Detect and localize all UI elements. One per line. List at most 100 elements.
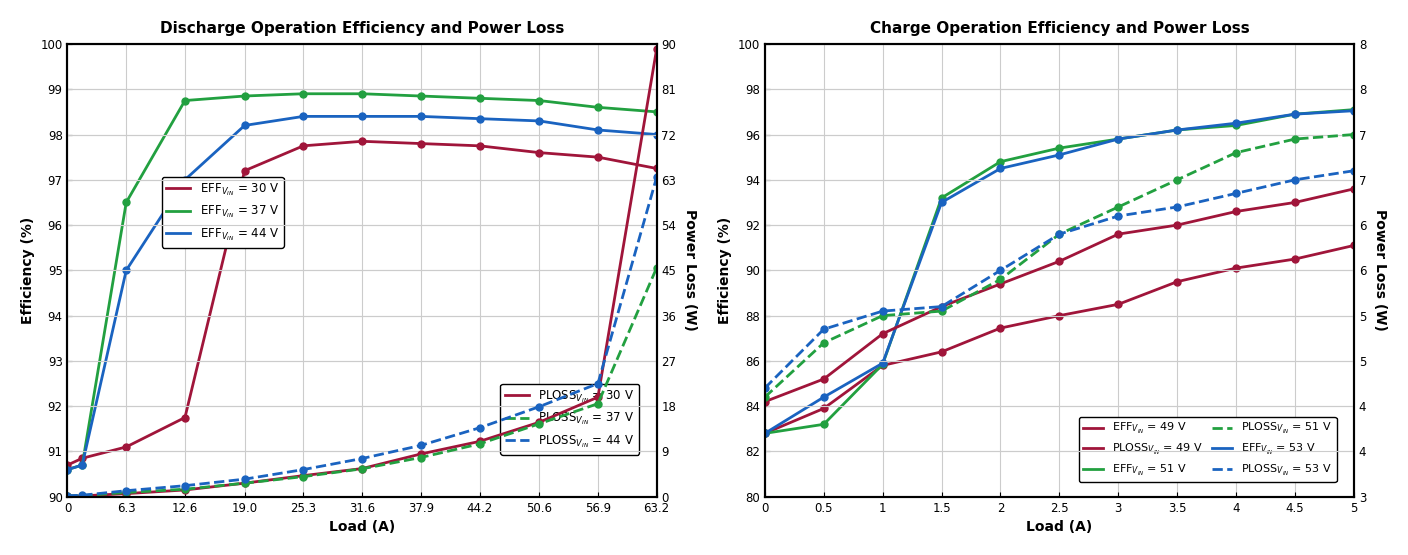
EFF$_{V_{IN}}$ = 37 V — [413, 93, 429, 99]
EFF$_{V_{IN}}$ = 53 V — [756, 430, 773, 437]
PLOSS$_{V_{IN}}$ = 53 V — [1169, 204, 1186, 210]
EFF$_{V_{IN}}$ = 44 V — [413, 113, 429, 120]
PLOSS$_{V_{IN}}$ = 37 V — [59, 493, 76, 500]
Line: PLOSS$_{V_{IN}}$ = 30 V: PLOSS$_{V_{IN}}$ = 30 V — [63, 46, 660, 500]
EFF$_{V_{IN}}$ = 30 V — [237, 168, 253, 174]
EFF$_{V_{IN}}$ = 30 V — [531, 149, 548, 156]
EFF$_{V_{IN}}$ = 49 V — [756, 430, 773, 437]
Line: EFF$_{V_{IN}}$ = 49 V: EFF$_{V_{IN}}$ = 49 V — [762, 242, 1357, 437]
EFF$_{V_{IN}}$ = 37 V — [590, 104, 607, 110]
PLOSS$_{V_{IN}}$ = 53 V — [1228, 190, 1245, 196]
EFF$_{V_{IN}}$ = 37 V — [353, 90, 370, 97]
PLOSS$_{V_{IN}}$ = 53 V — [756, 385, 773, 391]
PLOSS$_{V_{IN}}$ = 37 V — [118, 489, 135, 496]
EFF$_{V_{IN}}$ = 37 V — [237, 93, 253, 99]
EFF$_{V_{IN}}$ = 51 V — [934, 195, 950, 201]
EFF$_{V_{IN}}$ = 30 V — [413, 140, 429, 147]
PLOSS$_{V_{IN}}$ = 51 V — [815, 340, 832, 346]
EFF$_{V_{IN}}$ = 53 V — [1228, 120, 1245, 127]
Legend: PLOSS$_{V_{IN}}$ = 30 V, PLOSS$_{V_{IN}}$ = 37 V, PLOSS$_{V_{IN}}$ = 44 V: PLOSS$_{V_{IN}}$ = 30 V, PLOSS$_{V_{IN}}… — [500, 384, 639, 455]
PLOSS$_{V_{IN}}$ = 30 V — [590, 394, 607, 401]
PLOSS$_{V_{IN}}$ = 44 V — [413, 442, 429, 449]
PLOSS$_{V_{IN}}$ = 44 V — [472, 425, 489, 431]
PLOSS$_{V_{IN}}$ = 51 V — [756, 394, 773, 401]
PLOSS$_{V_{IN}}$ = 44 V — [118, 487, 135, 494]
PLOSS$_{V_{IN}}$ = 30 V — [294, 472, 311, 479]
EFF$_{V_{IN}}$ = 44 V — [176, 176, 193, 183]
EFF$_{V_{IN}}$ = 49 V — [1228, 265, 1245, 271]
PLOSS$_{V_{IN}}$ = 49 V — [1169, 222, 1186, 229]
EFF$_{V_{IN}}$ = 49 V — [874, 362, 891, 369]
EFF$_{V_{IN}}$ = 37 V — [472, 95, 489, 102]
EFF$_{V_{IN}}$ = 49 V — [1050, 312, 1067, 319]
EFF$_{V_{IN}}$ = 51 V — [993, 158, 1010, 165]
Line: PLOSS$_{V_{IN}}$ = 44 V: PLOSS$_{V_{IN}}$ = 44 V — [63, 174, 660, 499]
EFF$_{V_{IN}}$ = 44 V — [294, 113, 311, 120]
EFF$_{V_{IN}}$ = 30 V — [118, 443, 135, 450]
Y-axis label: Power Loss (W): Power Loss (W) — [1373, 209, 1387, 331]
EFF$_{V_{IN}}$ = 49 V — [993, 325, 1010, 331]
PLOSS$_{V_{IN}}$ = 30 V — [413, 451, 429, 457]
Line: EFF$_{V_{IN}}$ = 37 V: EFF$_{V_{IN}}$ = 37 V — [63, 90, 660, 473]
PLOSS$_{V_{IN}}$ = 51 V — [1346, 131, 1363, 138]
PLOSS$_{V_{IN}}$ = 49 V — [1346, 185, 1363, 192]
PLOSS$_{V_{IN}}$ = 53 V — [1110, 213, 1126, 219]
PLOSS$_{V_{IN}}$ = 49 V — [993, 281, 1010, 287]
EFF$_{V_{IN}}$ = 44 V — [648, 131, 665, 138]
PLOSS$_{V_{IN}}$ = 49 V — [934, 303, 950, 310]
Line: EFF$_{V_{IN}}$ = 44 V: EFF$_{V_{IN}}$ = 44 V — [63, 113, 660, 473]
PLOSS$_{V_{IN}}$ = 30 V — [59, 493, 76, 500]
EFF$_{V_{IN}}$ = 30 V — [59, 462, 76, 468]
PLOSS$_{V_{IN}}$ = 44 V — [176, 482, 193, 489]
PLOSS$_{V_{IN}}$ = 44 V — [590, 380, 607, 387]
Line: PLOSS$_{V_{IN}}$ = 49 V: PLOSS$_{V_{IN}}$ = 49 V — [762, 185, 1357, 405]
PLOSS$_{V_{IN}}$ = 49 V — [815, 376, 832, 382]
PLOSS$_{V_{IN}}$ = 53 V — [1050, 231, 1067, 238]
PLOSS$_{V_{IN}}$ = 30 V — [237, 480, 253, 487]
Line: EFF$_{V_{IN}}$ = 51 V: EFF$_{V_{IN}}$ = 51 V — [762, 106, 1357, 437]
Legend: EFF$_{V_{IN}}$ = 49 V, PLOSS$_{V_{IN}}$ = 49 V, EFF$_{V_{IN}}$ = 51 V, PLOSS$_{V: EFF$_{V_{IN}}$ = 49 V, PLOSS$_{V_{IN}}$ … — [1079, 417, 1336, 482]
EFF$_{V_{IN}}$ = 51 V — [874, 361, 891, 367]
PLOSS$_{V_{IN}}$ = 30 V — [176, 487, 193, 493]
PLOSS$_{V_{IN}}$ = 30 V — [472, 438, 489, 445]
EFF$_{V_{IN}}$ = 37 V — [73, 462, 90, 468]
EFF$_{V_{IN}}$ = 44 V — [353, 113, 370, 120]
PLOSS$_{V_{IN}}$ = 30 V — [648, 46, 665, 52]
EFF$_{V_{IN}}$ = 30 V — [176, 414, 193, 421]
PLOSS$_{V_{IN}}$ = 44 V — [353, 455, 370, 462]
Line: PLOSS$_{V_{IN}}$ = 51 V: PLOSS$_{V_{IN}}$ = 51 V — [762, 131, 1357, 401]
PLOSS$_{V_{IN}}$ = 37 V — [294, 473, 311, 480]
EFF$_{V_{IN}}$ = 37 V — [294, 90, 311, 97]
EFF$_{V_{IN}}$ = 30 V — [648, 165, 665, 172]
EFF$_{V_{IN}}$ = 53 V — [1169, 127, 1186, 133]
EFF$_{V_{IN}}$ = 51 V — [1287, 111, 1304, 118]
EFF$_{V_{IN}}$ = 49 V — [1346, 242, 1363, 249]
PLOSS$_{V_{IN}}$ = 53 V — [1287, 176, 1304, 183]
EFF$_{V_{IN}}$ = 51 V — [756, 430, 773, 437]
EFF$_{V_{IN}}$ = 49 V — [934, 349, 950, 355]
EFF$_{V_{IN}}$ = 44 V — [237, 122, 253, 129]
PLOSS$_{V_{IN}}$ = 37 V — [73, 492, 90, 499]
X-axis label: Load (A): Load (A) — [329, 520, 396, 534]
EFF$_{V_{IN}}$ = 37 V — [59, 466, 76, 473]
PLOSS$_{V_{IN}}$ = 53 V — [934, 303, 950, 310]
EFF$_{V_{IN}}$ = 44 V — [590, 127, 607, 133]
EFF$_{V_{IN}}$ = 51 V — [815, 421, 832, 428]
Y-axis label: Efficiency (%): Efficiency (%) — [21, 216, 35, 324]
Line: EFF$_{V_{IN}}$ = 30 V: EFF$_{V_{IN}}$ = 30 V — [63, 138, 660, 468]
PLOSS$_{V_{IN}}$ = 49 V — [1228, 208, 1245, 215]
PLOSS$_{V_{IN}}$ = 51 V — [1228, 149, 1245, 156]
PLOSS$_{V_{IN}}$ = 44 V — [294, 466, 311, 473]
EFF$_{V_{IN}}$ = 53 V — [1050, 152, 1067, 158]
EFF$_{V_{IN}}$ = 53 V — [1110, 136, 1126, 143]
PLOSS$_{V_{IN}}$ = 53 V — [1346, 168, 1363, 174]
PLOSS$_{V_{IN}}$ = 37 V — [176, 486, 193, 492]
EFF$_{V_{IN}}$ = 49 V — [1169, 279, 1186, 285]
PLOSS$_{V_{IN}}$ = 44 V — [59, 492, 76, 499]
EFF$_{V_{IN}}$ = 37 V — [176, 97, 193, 104]
EFF$_{V_{IN}}$ = 53 V — [934, 199, 950, 206]
PLOSS$_{V_{IN}}$ = 37 V — [413, 454, 429, 461]
PLOSS$_{V_{IN}}$ = 49 V — [874, 330, 891, 337]
EFF$_{V_{IN}}$ = 51 V — [1110, 136, 1126, 143]
PLOSS$_{V_{IN}}$ = 30 V — [118, 490, 135, 497]
